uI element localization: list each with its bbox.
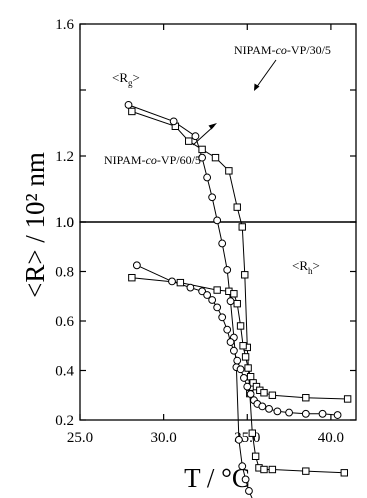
point-circle (245, 487, 253, 495)
point-square (213, 286, 221, 294)
arrow-60-5-head (208, 123, 217, 130)
point-circle (218, 313, 227, 322)
ticks-layer: 25.0 30.0 35.0 40.01.01.21.60.20.40.60.81.0 (55, 17, 356, 446)
point-circle (124, 100, 133, 109)
point-circle (226, 338, 235, 346)
y-tick-label: 0.2 (55, 413, 74, 429)
y-axis-title: <R> / 10² nm (20, 152, 50, 298)
point-square (185, 137, 193, 145)
point-circle (246, 390, 255, 398)
point-circle (198, 153, 207, 162)
point-square (241, 271, 249, 279)
point-square (260, 465, 268, 474)
point-square (244, 364, 252, 372)
arrow-30-5 (255, 59, 277, 89)
point-circle (132, 261, 141, 270)
y-tick-label: 0.4 (55, 364, 74, 380)
x-tick-label: 40.0 (318, 430, 344, 446)
point-circle (318, 409, 327, 418)
series-label-30-5: NIPAM-co-VP/30/5 (234, 43, 331, 57)
point-circle (213, 303, 222, 312)
y-tick-label: 1.6 (55, 17, 74, 33)
point-circle (229, 346, 238, 355)
point-circle (285, 408, 293, 417)
point-square (246, 372, 255, 381)
y-tick-label: 1.2 (55, 149, 74, 165)
point-circle (258, 402, 267, 411)
rg-annotation: <Rg> (112, 70, 140, 88)
point-circle (213, 216, 222, 225)
y-tick-label: 0.6 (55, 314, 74, 330)
point-circle (223, 325, 232, 334)
point-square (238, 223, 246, 231)
point-circle (218, 239, 227, 248)
point-square (128, 107, 136, 116)
point-square (233, 299, 241, 308)
point-circle (208, 193, 217, 202)
point-square (233, 203, 241, 211)
point-circle (203, 291, 212, 299)
point-circle (169, 117, 178, 126)
point-square (236, 322, 245, 330)
rh-annotation: <Rh> (292, 258, 320, 276)
point-square (241, 353, 250, 361)
x-tick-label: 25.0 (67, 430, 93, 446)
y-tick-label: 0.8 (55, 265, 74, 281)
point-square (340, 469, 348, 477)
point-circle (168, 277, 176, 286)
point-circle (241, 475, 250, 484)
point-square (211, 153, 220, 162)
point-circle (273, 407, 282, 416)
point-circle (223, 265, 232, 274)
y-tick-label: 1.0 (55, 215, 74, 231)
point-circle (240, 374, 248, 382)
point-square (248, 429, 256, 437)
point-square (230, 290, 238, 298)
point-square (128, 273, 136, 282)
point-square (268, 391, 277, 399)
point-circle (238, 462, 247, 471)
point-circle (243, 382, 252, 391)
series-markers-layer (124, 100, 352, 495)
point-circle (235, 435, 243, 444)
point-square (302, 394, 310, 402)
point-square (260, 389, 268, 397)
x-tick-label: 30.0 (151, 430, 177, 446)
point-circle (191, 132, 200, 141)
point-square (198, 145, 206, 154)
series-label-60-5: NIPAM-co-VP/60/5 (104, 153, 201, 167)
point-circle (203, 173, 212, 182)
point-circle (186, 283, 195, 292)
point-circle (265, 404, 273, 413)
point-circle (236, 365, 245, 374)
point-square (343, 395, 352, 403)
point-circle (233, 356, 242, 365)
point-circle (226, 297, 235, 306)
point-square (302, 467, 310, 475)
point-square (251, 452, 260, 461)
point-square (176, 278, 185, 287)
point-square (268, 465, 277, 474)
y-tick-label: 1.0 (55, 215, 74, 231)
arrow-60-5 (192, 125, 215, 146)
point-square (225, 167, 233, 175)
arrow-30-5-head (254, 83, 260, 91)
point-circle (301, 409, 310, 418)
point-circle (208, 296, 217, 304)
point-square (239, 342, 247, 350)
point-circle (333, 411, 342, 419)
